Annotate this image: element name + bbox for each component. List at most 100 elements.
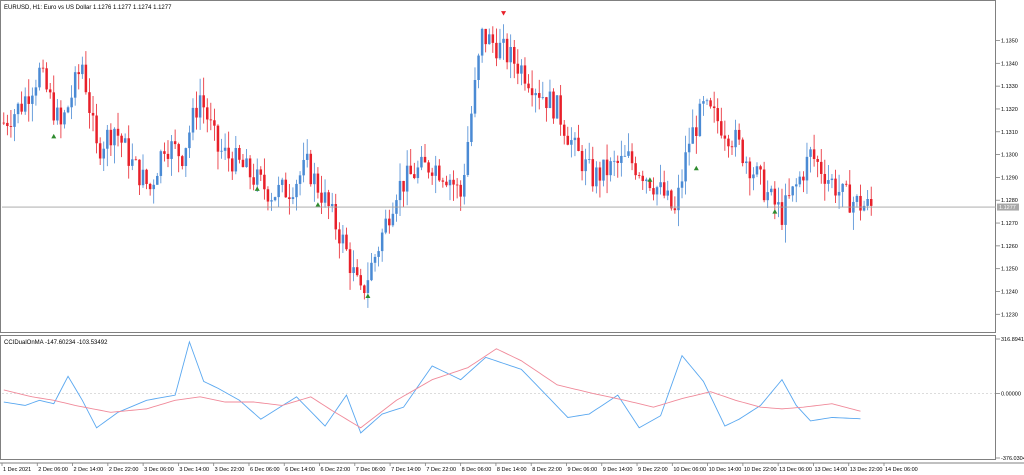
candle-body: [616, 160, 620, 163]
cci-lines: [3, 340, 861, 434]
candle-body: [495, 42, 498, 59]
candle-body: [705, 100, 709, 102]
candle-body: [116, 128, 120, 136]
candle-body: [213, 120, 216, 126]
indicator-tick-label: -376.0304: [1001, 456, 1024, 462]
candle-body: [505, 38, 509, 63]
candle-body: [541, 97, 545, 98]
price-axis: 1.1350 1.1340 1.1330 1.1320 1.1310 1.1300 1.12…: [996, 39, 1018, 318]
candle-body: [316, 173, 320, 193]
candle-body: [302, 159, 305, 176]
candle-body: [691, 127, 694, 144]
candle-body: [427, 162, 430, 173]
candle-body: [570, 140, 573, 145]
candle-body: [434, 165, 437, 176]
price-tick-label: 1.1310: [1001, 130, 1018, 136]
candle-body: [398, 180, 402, 201]
candle-body: [91, 112, 95, 116]
price-tick-label: 1.1240: [1001, 289, 1018, 295]
candle-body: [241, 159, 245, 168]
time-tick-label: 3 Dec 14:00: [179, 467, 209, 473]
candle-body: [566, 135, 570, 145]
time-tick-label: 10 Dec 22:00: [744, 467, 777, 473]
candle-body: [166, 153, 170, 159]
buy-arrow-icon: [254, 186, 260, 191]
candle-body: [152, 184, 155, 190]
price-tick-label: 1.1260: [1001, 244, 1018, 250]
candle-body: [230, 158, 234, 172]
candle-body: [45, 68, 48, 90]
candle-body: [484, 28, 487, 45]
cci-fast-line: [3, 340, 861, 434]
candle-body: [780, 202, 784, 225]
candle-body: [723, 135, 727, 139]
candle-body: [188, 132, 191, 149]
candle-body: [280, 179, 284, 185]
candle-body: [844, 183, 848, 185]
candle-body: [548, 91, 552, 109]
candle-body: [655, 187, 659, 195]
candle-body: [627, 151, 630, 156]
buy-arrow-icon: [365, 293, 371, 299]
candle-body: [470, 113, 473, 142]
candle-body: [63, 112, 66, 125]
candle-body: [156, 175, 159, 185]
buy-arrow-icon: [693, 165, 699, 171]
candle-body: [666, 190, 669, 196]
candle-body: [762, 169, 766, 201]
candle-body: [766, 192, 769, 201]
candle-body: [830, 178, 834, 181]
candle-body: [791, 186, 794, 196]
candle-body: [698, 103, 702, 136]
candle-body: [270, 200, 273, 202]
candle-body: [488, 34, 491, 45]
time-tick-label: 9 Dec 22:00: [638, 467, 668, 473]
candle-body: [206, 107, 209, 120]
candle-body: [809, 149, 812, 157]
time-tick-label: 2 Dec 06:00: [38, 467, 68, 473]
candle-body: [612, 160, 616, 162]
candle-body: [366, 280, 370, 294]
candle-body: [752, 174, 755, 179]
candle-body: [313, 173, 316, 185]
candle-body: [305, 153, 309, 160]
candle-body: [530, 88, 534, 96]
candle-body: [255, 169, 259, 185]
candle-body: [777, 202, 780, 205]
candle-body: [127, 138, 130, 166]
buy-arrow-icon: [315, 202, 321, 207]
time-tick-label: 1 Dec 2021: [3, 467, 31, 473]
candle-body: [134, 159, 138, 161]
candle-body: [84, 64, 88, 93]
time-tick-label: 8 Dec 06:00: [462, 467, 492, 473]
buy-arrow-icon: [647, 177, 653, 182]
candle-body: [141, 169, 145, 186]
indicator-tick-label: 316.89411: [1001, 337, 1024, 343]
candle-body: [823, 173, 827, 184]
time-tick-label: 7 Dec 14:00: [391, 467, 421, 473]
candle-body: [52, 92, 56, 121]
candle-body: [741, 139, 744, 164]
candle-body: [409, 165, 412, 175]
candle-body: [620, 155, 623, 163]
candle-body: [131, 159, 134, 166]
candle-body: [702, 101, 705, 104]
candle-body: [812, 149, 816, 160]
candle-body: [95, 115, 98, 144]
candle-body: [420, 156, 423, 168]
candle-body: [266, 189, 270, 202]
candle-body: [245, 158, 248, 168]
candle-body: [263, 174, 266, 190]
signal-arrows: [51, 11, 778, 299]
price-tick-label: 1.1320: [1001, 107, 1018, 113]
candlestick-series: [2, 24, 873, 308]
candle-body: [662, 182, 666, 196]
candle-body: [370, 262, 373, 281]
candle-body: [348, 249, 352, 274]
candle-body: [609, 161, 612, 176]
candle-body: [163, 151, 166, 154]
candle-body: [38, 67, 41, 88]
candle-body: [680, 181, 684, 188]
